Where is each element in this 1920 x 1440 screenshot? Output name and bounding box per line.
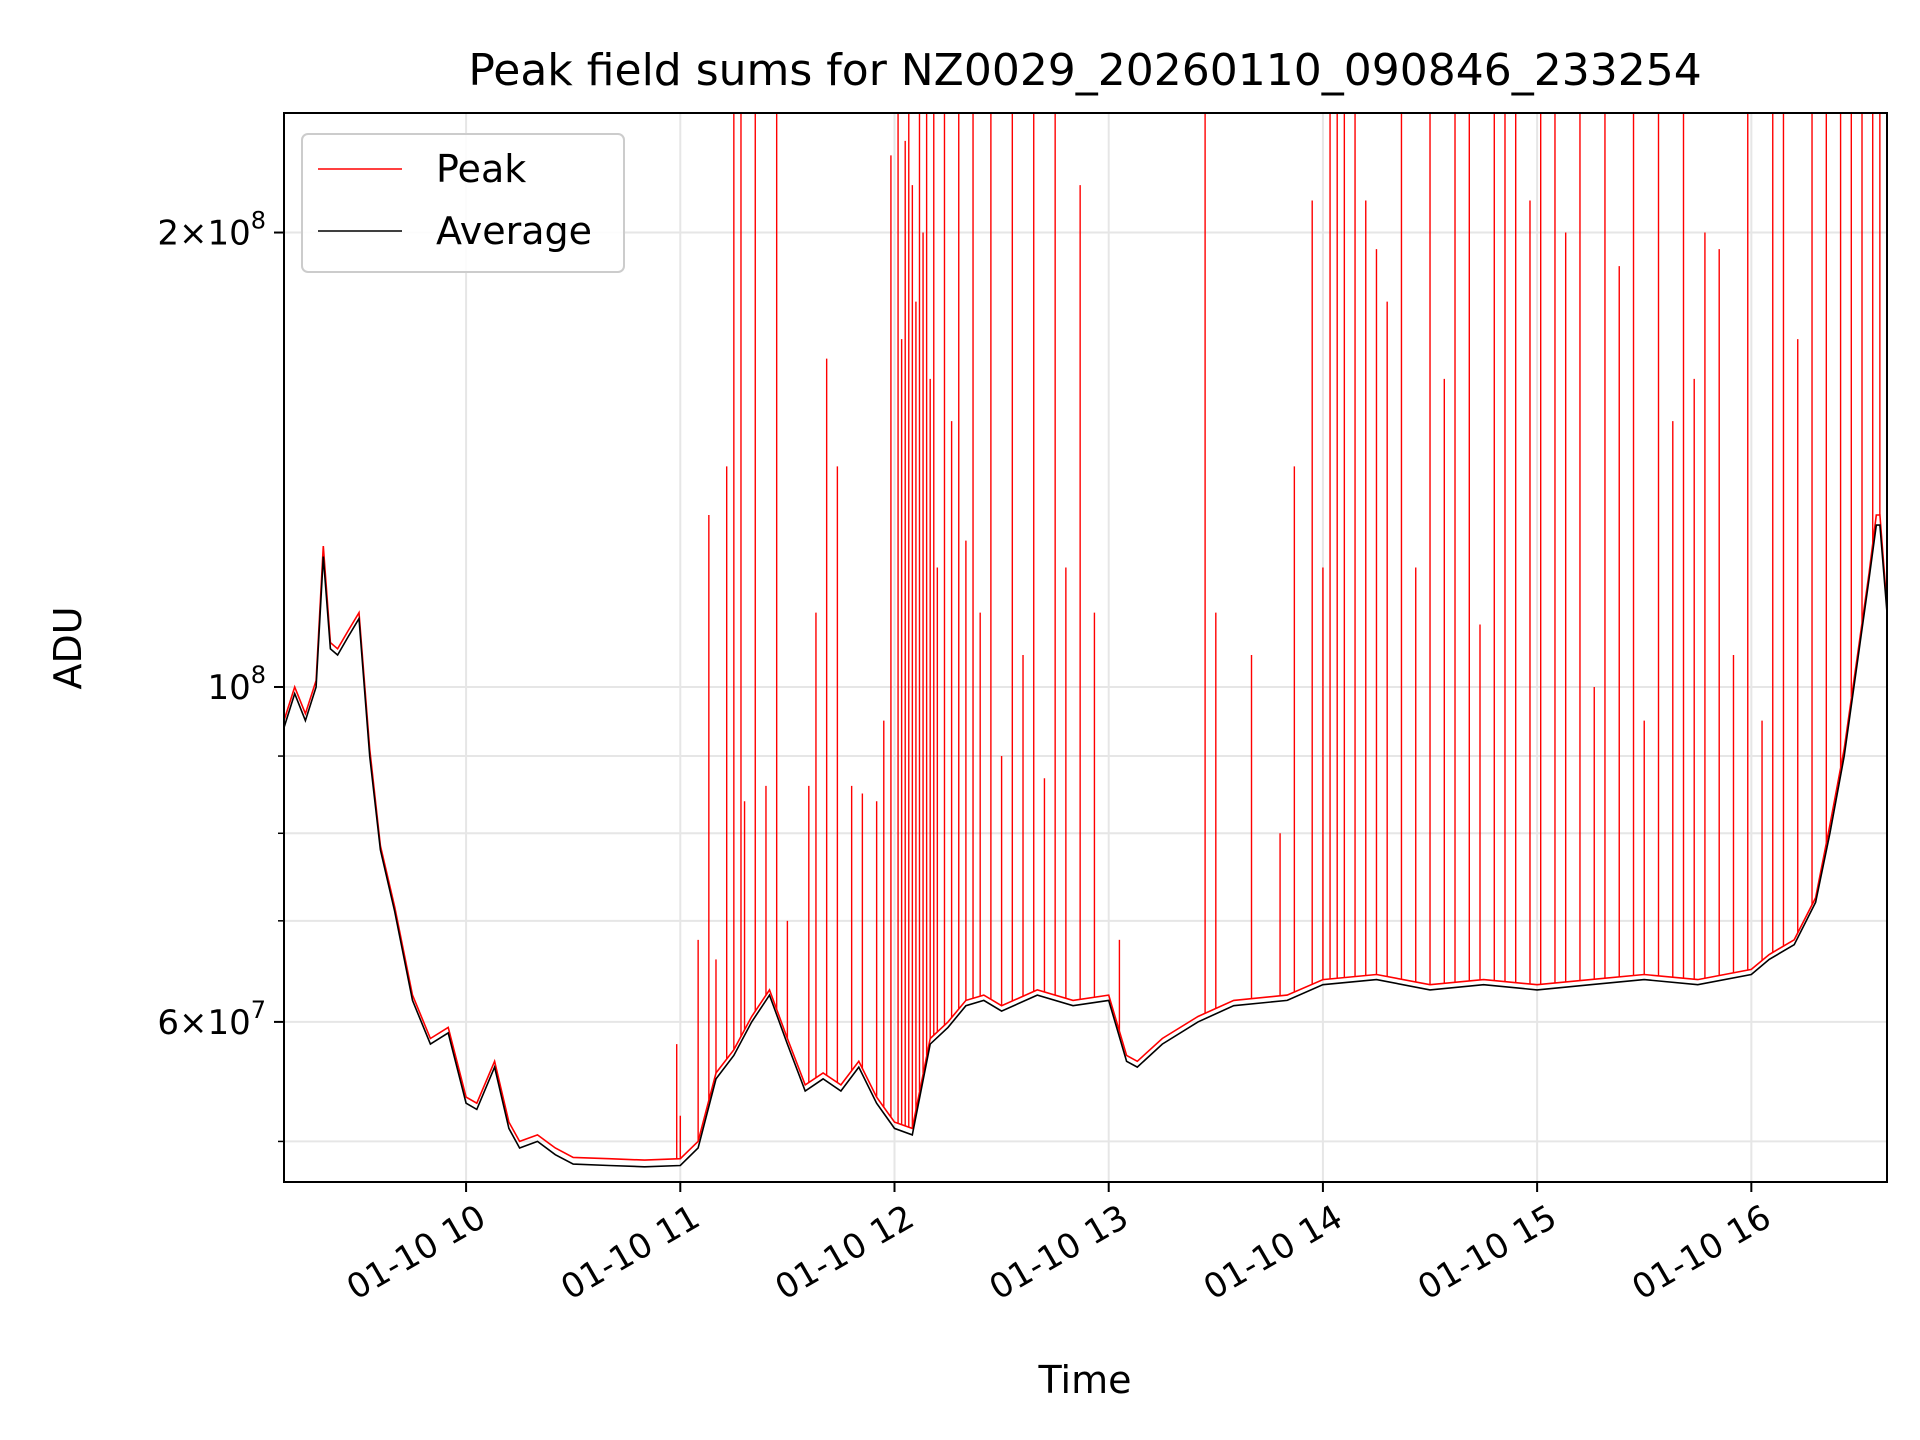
x-tick-label: 01-10 16 <box>1625 1197 1777 1308</box>
x-tick-label: 01-10 13 <box>983 1197 1135 1308</box>
x-tick-label: 01-10 14 <box>1197 1197 1349 1308</box>
legend-average-label: Average <box>436 209 592 253</box>
x-tick-label: 01-10 10 <box>340 1197 492 1308</box>
grid-layer <box>284 113 1887 1182</box>
x-tick-label: 01-10 15 <box>1411 1197 1563 1308</box>
legend: Peak Average <box>301 133 625 273</box>
x-axis-label: Time <box>1038 1358 1132 1402</box>
y-axis-label: ADU <box>46 606 90 689</box>
x-tick-label: 01-10 12 <box>769 1197 921 1308</box>
series-peak-line <box>283 514 1888 1161</box>
y-tick-label: 108 <box>207 661 266 708</box>
chart-title: Peak field sums for NZ0029_20260110_0908… <box>468 45 1701 96</box>
plot-layer <box>283 113 1888 1168</box>
y-tick-label: 6×107 <box>157 996 266 1043</box>
series-average-line <box>283 524 1888 1168</box>
legend-peak-label: Peak <box>436 147 526 191</box>
tick-layer: 6×107 108 2×108 01-10 10 01-10 11 01-10 12 01-… <box>157 207 1778 1309</box>
y-tick-label: 2×108 <box>157 207 266 254</box>
x-tick-label: 01-10 11 <box>554 1197 706 1308</box>
plot-frame <box>283 112 1888 1183</box>
